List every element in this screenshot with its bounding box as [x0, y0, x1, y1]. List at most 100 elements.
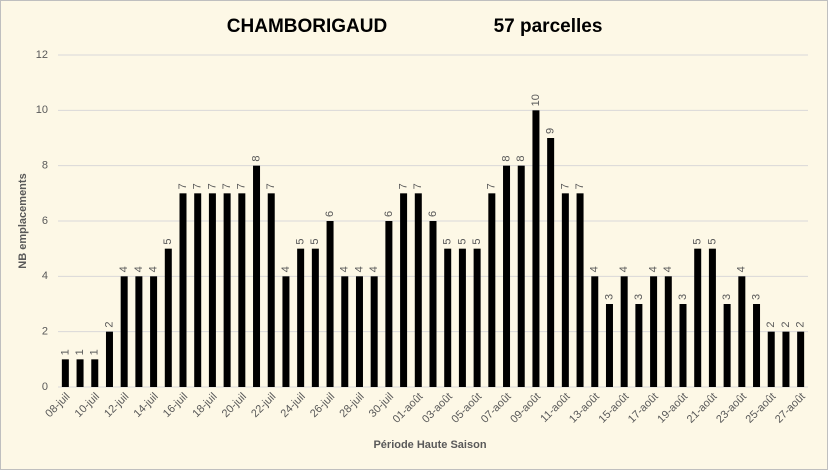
bar	[150, 276, 158, 387]
value-label: 7	[412, 183, 424, 189]
value-label: 7	[574, 183, 586, 189]
bar	[429, 221, 437, 387]
y-tick-label: 8	[42, 160, 48, 172]
bar	[444, 248, 452, 387]
bar	[91, 359, 99, 387]
value-label: 5	[162, 239, 174, 245]
bar	[767, 331, 775, 387]
value-label: 5	[706, 239, 718, 245]
bar	[400, 193, 408, 387]
value-label: 6	[324, 211, 336, 217]
value-label: 7	[236, 183, 248, 189]
y-tick-label: 4	[42, 270, 48, 282]
value-label: 9	[545, 128, 557, 134]
bar	[135, 276, 143, 387]
bar	[679, 304, 687, 387]
value-label: 4	[280, 266, 292, 272]
value-label: 7	[221, 183, 233, 189]
y-tick-label: 0	[42, 381, 48, 393]
bar	[370, 276, 378, 387]
value-label: 4	[368, 266, 380, 272]
bar	[576, 193, 584, 387]
value-label: 5	[692, 239, 704, 245]
bar	[488, 193, 496, 387]
value-label: 2	[765, 322, 777, 328]
bar	[297, 248, 305, 387]
bar	[105, 331, 113, 387]
value-label: 10	[530, 94, 542, 106]
bar	[797, 331, 805, 387]
bar	[194, 193, 202, 387]
bar	[561, 193, 569, 387]
value-label: 4	[589, 266, 601, 272]
value-label: 8	[500, 156, 512, 162]
value-label: 5	[295, 239, 307, 245]
value-label: 3	[677, 294, 689, 300]
value-label: 5	[442, 239, 454, 245]
value-label: 2	[795, 322, 807, 328]
value-label: 7	[206, 183, 218, 189]
bar	[532, 110, 540, 387]
value-label: 4	[339, 266, 351, 272]
value-label: 7	[486, 183, 498, 189]
bar	[282, 276, 290, 387]
chart-title: CHAMBORIGAUD	[227, 16, 387, 37]
value-label: 5	[471, 239, 483, 245]
bar	[605, 304, 613, 387]
value-label: 3	[603, 294, 615, 300]
value-label: 4	[662, 266, 674, 272]
value-label: 4	[647, 266, 659, 272]
value-label: 7	[265, 183, 277, 189]
bar	[223, 193, 231, 387]
bar	[253, 165, 261, 387]
value-label: 1	[74, 349, 86, 355]
value-label: 5	[456, 239, 468, 245]
bar	[694, 248, 702, 387]
value-label: 3	[633, 294, 645, 300]
bar	[620, 276, 628, 387]
value-label: 7	[192, 183, 204, 189]
value-label: 2	[780, 322, 792, 328]
value-label: 4	[353, 266, 365, 272]
bar	[650, 276, 658, 387]
bar	[591, 276, 599, 387]
value-label: 7	[559, 183, 571, 189]
x-axis-title: Période Haute Saison	[373, 439, 486, 451]
bar	[458, 248, 466, 387]
chart-subtitle: 57 parcelles	[494, 16, 603, 37]
bar	[179, 193, 187, 387]
bar	[723, 304, 731, 387]
bar	[76, 359, 84, 387]
value-label: 6	[427, 211, 439, 217]
y-tick-label: 12	[36, 49, 48, 61]
value-label: 1	[59, 349, 71, 355]
bar	[385, 221, 393, 387]
bar	[753, 304, 761, 387]
value-label: 5	[309, 239, 321, 245]
value-label: 1	[89, 349, 101, 355]
bar	[341, 276, 349, 387]
value-label: 8	[515, 156, 527, 162]
value-label: 4	[736, 266, 748, 272]
bar	[208, 193, 216, 387]
value-label: 6	[383, 211, 395, 217]
value-label: 2	[103, 322, 115, 328]
bar	[414, 193, 422, 387]
bar	[61, 359, 69, 387]
value-label: 4	[147, 266, 159, 272]
value-label: 4	[133, 266, 145, 272]
value-label: 7	[397, 183, 409, 189]
bar	[267, 193, 275, 387]
bar	[355, 276, 363, 387]
bar	[503, 165, 511, 387]
bar	[664, 276, 672, 387]
value-label: 3	[750, 294, 762, 300]
value-label: 4	[118, 266, 130, 272]
bar	[311, 248, 319, 387]
y-axis-title: NB emplacements	[17, 173, 29, 268]
value-label: 3	[721, 294, 733, 300]
y-tick-label: 10	[36, 104, 48, 116]
bar	[473, 248, 481, 387]
